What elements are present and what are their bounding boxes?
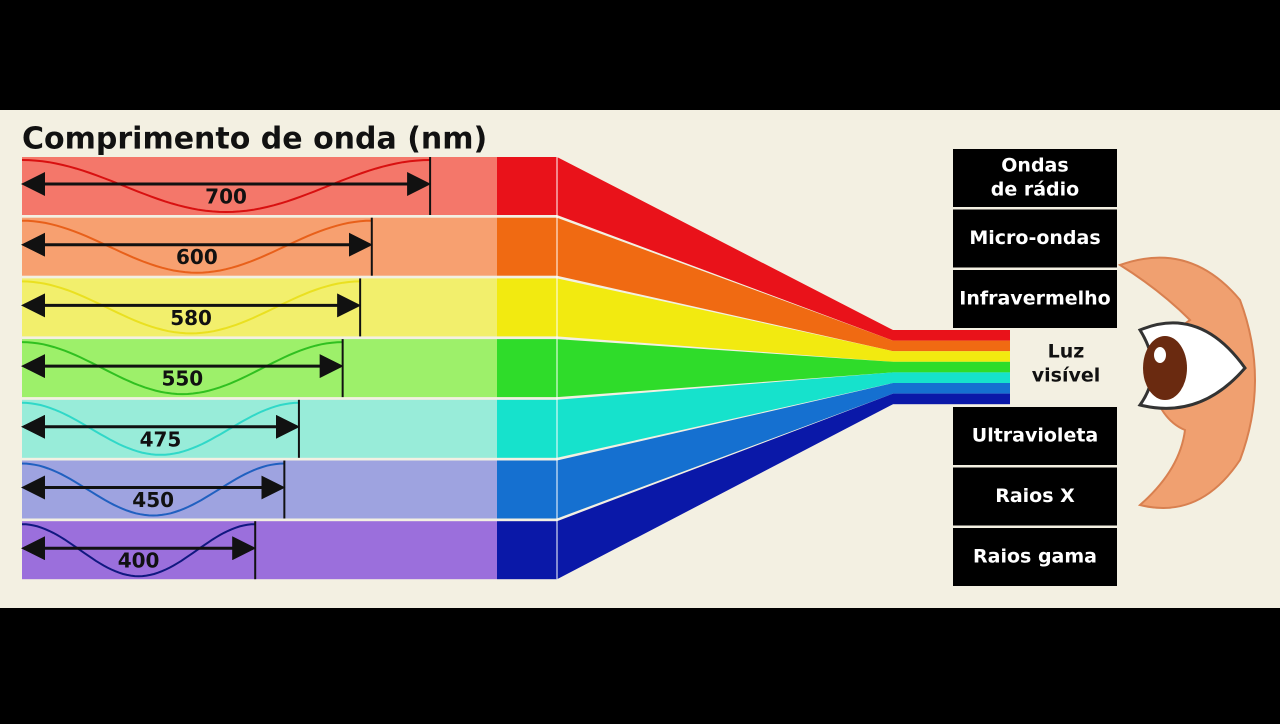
spectrum-box — [953, 407, 1117, 465]
band-solid — [497, 339, 557, 398]
eye-highlight — [1154, 347, 1166, 363]
spectrum-label: Ultravioleta — [972, 425, 1098, 447]
band-beam — [557, 383, 893, 519]
spectrum-label: Raios X — [995, 485, 1075, 507]
wavelength-label: 450 — [132, 488, 174, 512]
band-light — [22, 278, 497, 337]
wavelength-label: 580 — [170, 306, 212, 330]
spectrum-box — [953, 270, 1117, 328]
band-stripe — [893, 330, 1010, 341]
band-stripe — [893, 383, 1010, 394]
band-solid — [497, 521, 557, 580]
band-stripe — [893, 393, 1010, 405]
band-light — [22, 217, 497, 276]
eye — [1117, 256, 1256, 509]
wavelength-label: 600 — [176, 245, 218, 269]
title: Comprimento de onda (nm) — [22, 122, 487, 157]
band-light — [22, 157, 497, 215]
band-stripe — [893, 361, 1010, 373]
band-solid — [497, 460, 557, 519]
spectrum-box — [953, 467, 1117, 526]
band-beam — [557, 157, 893, 341]
spectrum-label: de rádio — [991, 179, 1079, 201]
wavelength-label: 400 — [118, 549, 160, 573]
wavelength-label: 700 — [205, 185, 247, 209]
band-stripe — [893, 340, 1010, 352]
spectrum-label: Micro-ondas — [969, 227, 1100, 249]
iris — [1143, 336, 1187, 400]
band-beam — [557, 393, 893, 580]
spectrum-label: Ondas — [1001, 155, 1068, 177]
band-stripe — [893, 351, 1010, 362]
visible-label: visível — [1032, 365, 1101, 387]
wavelength-label: 475 — [140, 427, 182, 451]
band-light — [22, 339, 497, 398]
spectrum-box — [953, 149, 1117, 207]
band-light — [22, 460, 497, 519]
band-stripe — [893, 372, 1010, 383]
band-beam — [557, 339, 893, 398]
band-solid — [497, 399, 557, 458]
band-solid — [497, 217, 557, 276]
band-beam — [557, 217, 893, 352]
spectrum-label: Raios gama — [973, 546, 1097, 568]
band-beam — [557, 372, 893, 458]
band-light — [22, 399, 497, 458]
band-solid — [497, 278, 557, 337]
visible-label: Luz — [1048, 341, 1085, 363]
band-beam — [557, 278, 893, 362]
spectrum-label: Infravermelho — [959, 288, 1110, 310]
wavelength-label: 550 — [161, 367, 203, 391]
spectrum-box — [953, 209, 1117, 268]
band-light — [22, 521, 497, 580]
spectrum-box — [953, 528, 1117, 586]
band-solid — [497, 157, 557, 215]
